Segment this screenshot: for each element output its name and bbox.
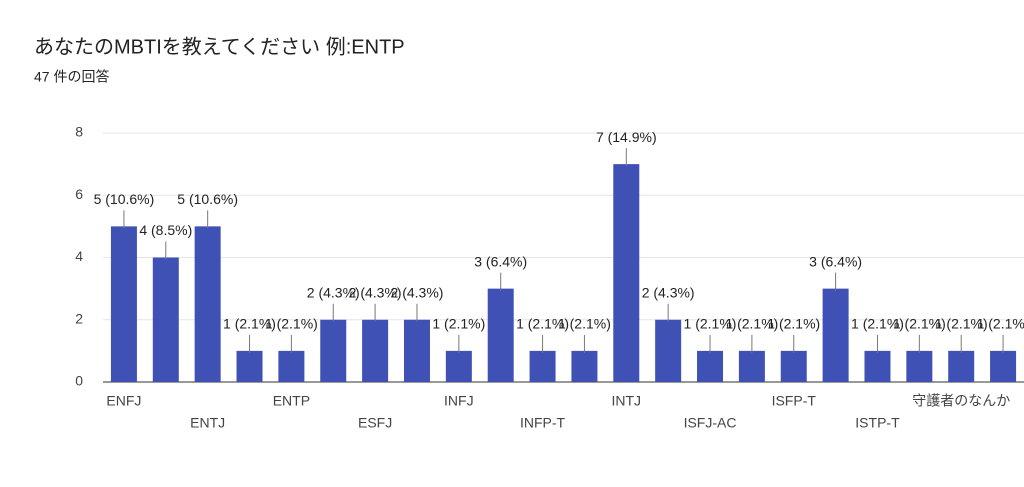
x-tick-label: ENFJ [106,393,141,409]
x-tick-label: 守護者のなんか [912,393,1010,409]
bar [738,350,765,382]
value-label: 2 (4.3%) [349,284,402,300]
bar [487,288,514,382]
value-label: 1 (2.1%) [767,316,820,332]
value-label: 1 (2.1%) [977,316,1024,332]
chart-subtitle: 47 件の回答 [34,69,109,85]
value-label: 5 (10.6%) [177,191,238,207]
bar [571,350,598,382]
bar [362,319,389,382]
y-tick-label: 8 [75,124,83,140]
bar [194,226,221,382]
x-tick-label: INFP-T [520,415,566,431]
y-tick-label: 6 [75,186,83,202]
bar [948,350,975,382]
chart-title: あなたのMBTIを教えてください 例:ENTP [34,35,405,58]
value-label: 1 (2.1%) [935,316,988,332]
value-label: 1 (2.1%) [516,316,569,332]
bar [320,319,347,382]
bar [152,257,179,382]
bar [655,319,682,382]
y-tick-label: 2 [75,310,83,326]
x-tick-label: ENTJ [190,415,225,431]
bar [822,288,849,382]
bar [613,164,640,382]
bar [278,350,305,382]
x-tick-label: ISFJ-AC [684,415,737,431]
y-tick-label: 4 [75,248,83,264]
bar [990,350,1017,382]
value-label: 1 (2.1%) [432,316,485,332]
bar [697,350,724,382]
value-label: 2 (4.3%) [642,284,695,300]
value-label: 7 (14.9%) [596,129,657,145]
value-label: 5 (10.6%) [94,191,155,207]
x-tick-label: INTJ [612,393,642,409]
value-label: 2 (4.3%) [391,284,444,300]
value-label: 3 (6.4%) [809,253,862,269]
value-label: 4 (8.5%) [139,222,192,238]
x-tick-label: ISFP-T [772,393,817,409]
bar [780,350,807,382]
bar [864,350,891,382]
bar [110,226,137,382]
x-tick-label: INFJ [444,393,474,409]
value-label: 1 (2.1%) [725,316,778,332]
value-label: 1 (2.1%) [851,316,904,332]
bar [906,350,933,382]
bar [445,350,472,382]
y-tick-label: 0 [75,373,83,389]
x-tick-label: ISTP-T [855,415,900,431]
x-tick-label: ESFJ [358,415,392,431]
bar [529,350,556,382]
x-tick-label: ENTP [273,393,310,409]
bar [236,350,263,382]
value-label: 2 (4.3%) [307,284,360,300]
value-label: 1 (2.1%) [265,316,318,332]
value-label: 1 (2.1%) [684,316,737,332]
value-label: 3 (6.4%) [474,253,527,269]
bar [403,319,430,382]
value-label: 1 (2.1%) [223,316,276,332]
value-label: 1 (2.1%) [893,316,946,332]
value-label: 1 (2.1%) [558,316,611,332]
